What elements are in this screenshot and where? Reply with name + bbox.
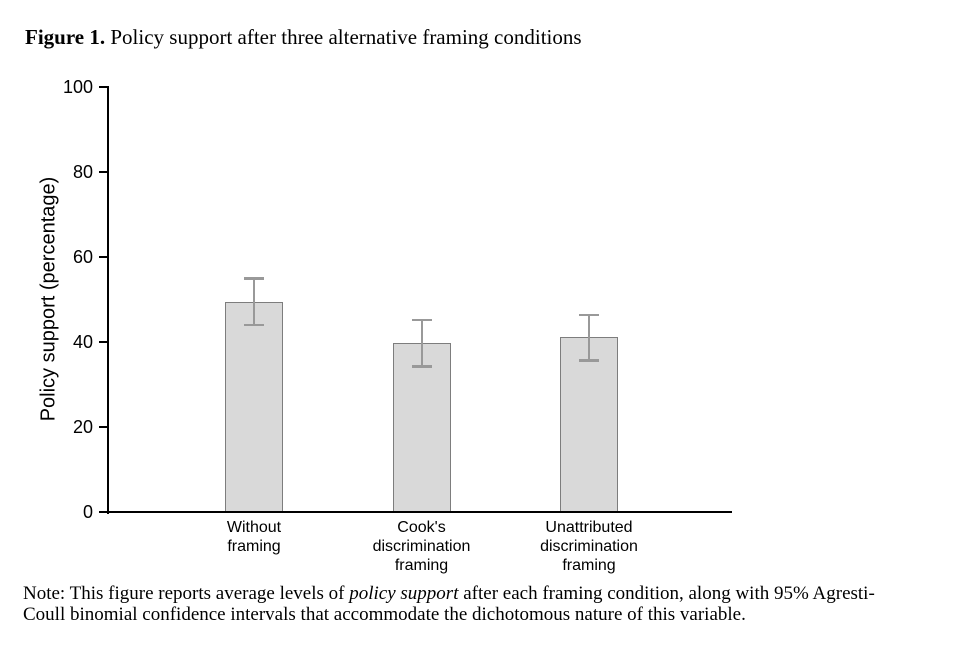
y-tick-label: 80: [72, 162, 93, 182]
y-tick: [99, 426, 107, 428]
figure-note: Note: This figure reports average levels…: [23, 583, 968, 625]
error-bar-cap-top: [244, 277, 264, 280]
y-tick: [99, 511, 107, 513]
note-text-line2: Coull binomial confidence intervals that…: [23, 603, 746, 625]
x-category-label: Unattributed discrimination framing: [509, 518, 669, 575]
error-bar-line: [420, 319, 423, 367]
x-category-label-line: Unattributed: [545, 519, 633, 536]
x-category-label-line: Without: [226, 519, 282, 536]
x-category-label-line: discrimination: [372, 538, 471, 555]
figure-title: Figure 1. Policy support after three alt…: [25, 24, 582, 50]
note-text-prefix: Note: This figure reports average levels…: [23, 583, 350, 604]
error-bar-cap-bottom: [579, 359, 599, 362]
error-bar-cap-top: [579, 313, 599, 317]
x-category-label: Without framing: [174, 518, 334, 556]
bar: [225, 302, 283, 512]
y-tick: [99, 256, 107, 258]
bar: [392, 343, 451, 512]
y-tick-label: 0: [82, 502, 93, 522]
x-category-label-line: framing: [227, 538, 281, 555]
x-category-label-line: Cook's: [397, 519, 446, 536]
y-tick-label: 60: [72, 247, 93, 267]
error-bar-line: [253, 278, 255, 325]
bar-chart: Without framing Cook's discrimination framin…: [37, 77, 732, 575]
x-category-label-line: framing: [394, 557, 449, 574]
y-tick: [99, 171, 107, 173]
figure-number-label: Figure 1.: [25, 25, 106, 49]
y-tick-label: 40: [72, 332, 93, 352]
y-tick: [99, 86, 107, 88]
error-bar-cap-bottom: [411, 365, 432, 368]
y-tick: [99, 341, 107, 343]
x-axis-line: [107, 511, 732, 513]
bar: [560, 336, 618, 512]
y-axis-title: Policy support (percentage): [37, 176, 60, 422]
error-bar-cap-top: [411, 318, 432, 322]
note-text-italic: policy support: [349, 583, 459, 604]
x-category-label-line: framing: [562, 557, 616, 574]
x-category-label: Cook's discrimination framing: [342, 518, 502, 575]
y-axis-line: [107, 86, 109, 514]
y-tick-label: 100: [62, 77, 93, 97]
note-text-suffix: after each framing condition, along with…: [458, 583, 875, 604]
error-bar-line: [588, 314, 590, 361]
x-category-label-line: discrimination: [540, 538, 638, 555]
figure-title-text: Policy support after three alternative f…: [105, 25, 582, 49]
y-tick-label: 20: [72, 417, 93, 437]
error-bar-cap-bottom: [244, 323, 264, 326]
